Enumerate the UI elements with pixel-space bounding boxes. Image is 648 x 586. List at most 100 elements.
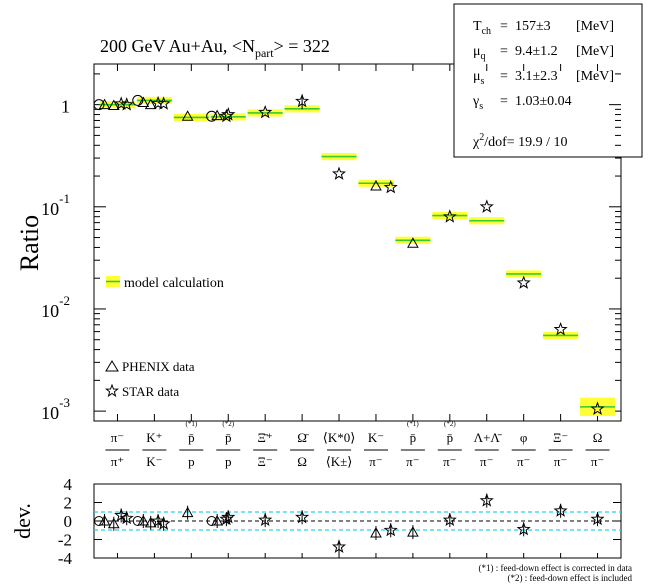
param-value: 3.1±2.3 [515, 69, 558, 84]
category-denominator: π⁻ [443, 454, 456, 469]
phenix-circle-point [93, 99, 105, 111]
phenix-point [144, 98, 157, 110]
category-numerator: Λ+Λ̄ [474, 430, 502, 445]
star-dev [479, 493, 494, 507]
y-tick-label: 1 [61, 97, 70, 117]
footnote-2: (*2) : feed-down effect is included [507, 573, 632, 583]
star-dev [383, 522, 398, 537]
legend-star-marker [104, 383, 120, 398]
category-note: (*1) [185, 420, 197, 428]
phenix-point [137, 96, 150, 107]
phenix-point [370, 179, 382, 191]
param-value: 1.03±0.04 [515, 94, 572, 109]
star-dev [219, 511, 234, 526]
param-equals: = [500, 44, 508, 59]
category-numerator: ⟨K*0⟩ [323, 430, 356, 445]
star-point [383, 179, 398, 194]
category-numerator: Ξ⁻ [553, 430, 568, 445]
category-denominator: π⁻ [591, 454, 604, 469]
category-note: (*2) [222, 420, 234, 428]
star-dev [553, 503, 568, 517]
star-dev [156, 516, 171, 530]
param-name: Tch [473, 19, 491, 37]
param-name: γs [472, 94, 483, 112]
legend-phenix-label: PHENIX data [122, 359, 195, 374]
star-dev [590, 511, 605, 526]
param-equals: = [500, 69, 508, 84]
star-dev [516, 521, 531, 536]
category-denominator: π⁻ [406, 454, 419, 469]
param-unit: [MeV] [576, 69, 614, 84]
dev-tick-label: 0 [64, 512, 73, 531]
legend-model-label: model calculation [124, 276, 224, 291]
category-numerator: p̄ [410, 430, 417, 445]
category-numerator: Ξ̄⁺ [258, 430, 273, 445]
dev-tick-label: 2 [64, 494, 73, 513]
phenix-point [211, 109, 224, 121]
category-denominator: π⁻ [517, 454, 530, 469]
category-labels: π⁻ π⁺ K⁺ K⁻ (*1) p̄ p (*2) p̄ p Ξ̄⁺ Ξ⁻ Ω̄ Ω ⟨K*0⟩ ⟨K±⟩ K… [105, 420, 610, 469]
star-point [516, 275, 531, 289]
phenix-point [107, 99, 120, 111]
category-denominator: π⁻ [480, 454, 493, 469]
y-tick-label: 10-3 [41, 395, 70, 423]
star-point [258, 105, 273, 119]
phenix-dev [144, 516, 157, 528]
y-ticks: 1 10-1 10-2 10-3 [41, 64, 621, 558]
param-value: 157±3 [515, 19, 551, 34]
category-denominator: Ω [297, 454, 307, 469]
phenix-point [407, 237, 419, 248]
star-dev [258, 512, 273, 527]
data-points [93, 93, 605, 415]
legend-star-label: STAR data [122, 384, 179, 399]
param-name: μs [473, 69, 485, 87]
star-dev [331, 539, 347, 553]
dev-axis-label: dev. [10, 503, 35, 539]
star-point [442, 209, 457, 223]
star-point [590, 401, 605, 415]
param-name: μq [473, 44, 486, 62]
star-dev [114, 508, 129, 522]
main-plot-frame [93, 63, 622, 422]
category-numerator: K⁻ [368, 430, 384, 445]
param-unit: [MeV] [576, 44, 614, 59]
phenix-point [181, 110, 194, 121]
star-dev [119, 510, 134, 525]
category-numerator: p̄ [225, 430, 232, 445]
category-numerator: π⁻ [111, 430, 124, 445]
category-numerator: p̄ [188, 430, 195, 445]
dev-tick-label: 4 [64, 475, 73, 494]
star-dev [151, 513, 166, 528]
phenix-dev [98, 514, 111, 526]
param-value: 9.4±1.2 [515, 44, 558, 59]
star-point [221, 107, 236, 121]
star-dev [442, 512, 457, 527]
chart-title: 200 GeV Au+Au, <Npart> = 322 [100, 36, 330, 60]
dev-points [94, 493, 605, 554]
y-axis-label: Ratio [15, 215, 44, 271]
star-point [156, 96, 171, 110]
star-point [331, 166, 347, 180]
star-point [295, 93, 310, 108]
phenix-dev [370, 526, 382, 538]
category-denominator: p [225, 454, 232, 469]
phenix-dev [407, 526, 419, 537]
star-point [119, 97, 134, 111]
phenix-circle-point [206, 110, 218, 122]
category-denominator: Ξ⁻ [258, 454, 273, 469]
params-list: Tch = 157±3 [MeV] μq = 9.4±1.2 [MeV] μs = 3.1±2.3 [… [472, 19, 614, 112]
category-denominator: π⁻ [369, 454, 382, 469]
footnote-1: (*1) : feed-down effect is corrected in … [478, 563, 632, 573]
phenix-point [98, 98, 111, 110]
phenix-dev [137, 514, 150, 526]
category-denominator: π⁻ [554, 454, 567, 469]
category-numerator: p̄ [447, 430, 454, 445]
category-note: (*1) [407, 420, 419, 428]
model-bands [99, 96, 616, 417]
star-point [219, 108, 234, 123]
chi2-text: χ2/dof= 19.9 / 10 [472, 132, 568, 150]
param-equals: = [500, 94, 508, 109]
y-tick-label: 10-1 [41, 191, 70, 219]
dev-tick-label: -2 [58, 531, 72, 550]
